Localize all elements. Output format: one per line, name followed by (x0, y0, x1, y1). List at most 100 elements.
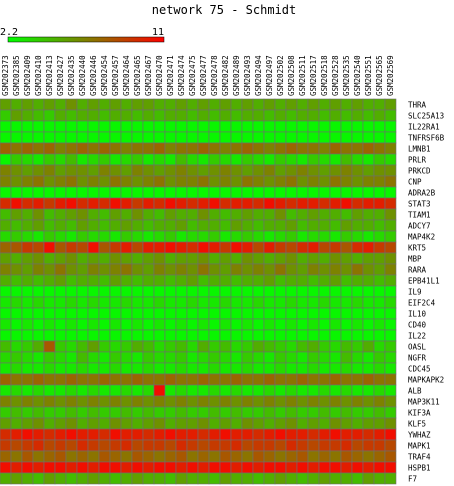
column-label: GSM202489 (232, 55, 241, 96)
heatmap-cell (351, 109, 364, 122)
heatmap-cell (76, 263, 89, 276)
heatmap-cell (329, 384, 342, 397)
heatmap-cell (318, 307, 331, 320)
heatmap-cell (186, 120, 199, 133)
heatmap-cell (0, 406, 12, 419)
heatmap-cell (197, 186, 210, 199)
heatmap-cell (153, 395, 166, 408)
heatmap-cell (252, 186, 265, 199)
heatmap-cell (120, 197, 133, 210)
heatmap-cell (131, 153, 144, 166)
heatmap-cell (54, 318, 67, 331)
heatmap-cell (274, 340, 287, 353)
heatmap-cell (252, 428, 265, 441)
heatmap-cell (10, 186, 23, 199)
heatmap-cell (109, 472, 122, 485)
heatmap-cell (10, 307, 23, 320)
heatmap-cell (142, 307, 155, 320)
heatmap-cell (351, 175, 364, 188)
heatmap-cell (219, 208, 232, 221)
heatmap-cell (43, 153, 56, 166)
heatmap-cell (318, 340, 331, 353)
heatmap-cell (164, 98, 177, 111)
heatmap-cell (208, 120, 221, 133)
heatmap-cell (87, 439, 100, 452)
heatmap-cell (252, 340, 265, 353)
heatmap-cell (120, 186, 133, 199)
heatmap-cell (296, 318, 309, 331)
heatmap-cell (384, 384, 397, 397)
heatmap-cell (373, 296, 386, 309)
heatmap-cell (142, 340, 155, 353)
heatmap-cell (98, 384, 111, 397)
heatmap-cell (32, 197, 45, 210)
heatmap-cell (32, 153, 45, 166)
heatmap-cell (340, 450, 353, 463)
heatmap-cell (208, 373, 221, 386)
heatmap-cell (274, 373, 287, 386)
heatmap-cell (285, 252, 298, 265)
heatmap-cell (109, 373, 122, 386)
heatmap-cell (175, 230, 188, 243)
heatmap-cell (307, 153, 320, 166)
heatmap-cell (21, 263, 34, 276)
heatmap-cell (307, 274, 320, 287)
heatmap-cell (252, 131, 265, 144)
heatmap-cell (362, 329, 375, 342)
column-label: GSM202569 (386, 55, 395, 96)
heatmap-cell (87, 109, 100, 122)
heatmap-cell (175, 197, 188, 210)
heatmap-cell (98, 120, 111, 133)
heatmap-cell (384, 219, 397, 232)
heatmap-cell (21, 461, 34, 474)
heatmap-cell (98, 307, 111, 320)
heatmap-cell (340, 296, 353, 309)
heatmap-cell (175, 109, 188, 122)
heatmap-cell (373, 219, 386, 232)
heatmap-cell (164, 252, 177, 265)
heatmap-cell (54, 296, 67, 309)
heatmap-cell (274, 439, 287, 452)
heatmap-cell (10, 329, 23, 342)
heatmap-cell (175, 285, 188, 298)
heatmap-cell (252, 208, 265, 221)
heatmap-cell (10, 450, 23, 463)
heatmap-cell (329, 340, 342, 353)
heatmap-cell (87, 219, 100, 232)
heatmap-cell (109, 98, 122, 111)
heatmap-cell (252, 153, 265, 166)
heatmap-cell (54, 307, 67, 320)
heatmap-cell (10, 230, 23, 243)
heatmap-cell (362, 285, 375, 298)
heatmap-cell (65, 252, 78, 265)
heatmap-cell (296, 274, 309, 287)
heatmap-cell (43, 263, 56, 276)
heatmap-cell (351, 142, 364, 155)
heatmap-cell (87, 296, 100, 309)
heatmap-cell (340, 241, 353, 254)
heatmap-cell (32, 230, 45, 243)
heatmap-cell (98, 241, 111, 254)
heatmap-cell (109, 153, 122, 166)
heatmap-cell (208, 175, 221, 188)
heatmap-cell (109, 208, 122, 221)
column-label: GSM202528 (331, 55, 340, 96)
heatmap-cell (329, 296, 342, 309)
heatmap-cell (186, 219, 199, 232)
heatmap-cell (340, 153, 353, 166)
heatmap-cell (32, 186, 45, 199)
heatmap-cell (87, 351, 100, 364)
heatmap-cell (76, 340, 89, 353)
heatmap-cell (274, 153, 287, 166)
heatmap-cell (164, 395, 177, 408)
heatmap-cell (285, 263, 298, 276)
heatmap-cell (142, 461, 155, 474)
heatmap-cell (153, 285, 166, 298)
row-label: EPB41L1 (408, 277, 440, 286)
heatmap-cell (351, 439, 364, 452)
heatmap-cell (87, 329, 100, 342)
heatmap-cell (98, 373, 111, 386)
heatmap-cell (307, 197, 320, 210)
heatmap-cell (65, 351, 78, 364)
heatmap-cell (329, 164, 342, 177)
